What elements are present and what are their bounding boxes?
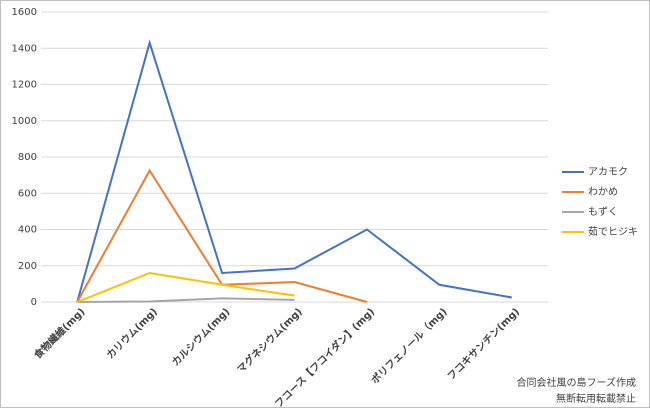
legend-label: アカモク <box>588 166 628 178</box>
legend-label: わかめ <box>588 186 618 198</box>
legend-label: もずく <box>588 206 618 218</box>
y-tick-label: 0 <box>31 297 37 308</box>
series-line <box>76 271 295 303</box>
y-tick-label: 600 <box>18 188 37 199</box>
series-line <box>76 39 512 303</box>
y-tick-label: 1600 <box>12 7 37 18</box>
annotation: 無断転用転載禁止 <box>556 392 636 405</box>
annotation: 合同会社風の島フーズ作成 <box>517 376 637 389</box>
y-tick-label: 200 <box>18 261 37 272</box>
y-tick-label: 1200 <box>12 80 37 91</box>
legend-label: 茹でヒジキ <box>588 225 638 238</box>
y-tick-label: 1000 <box>12 116 37 127</box>
series-line <box>77 297 295 303</box>
y-tick-label: 1400 <box>12 43 37 54</box>
y-tick-label: 800 <box>18 152 37 163</box>
y-tick-label: 400 <box>18 225 37 236</box>
